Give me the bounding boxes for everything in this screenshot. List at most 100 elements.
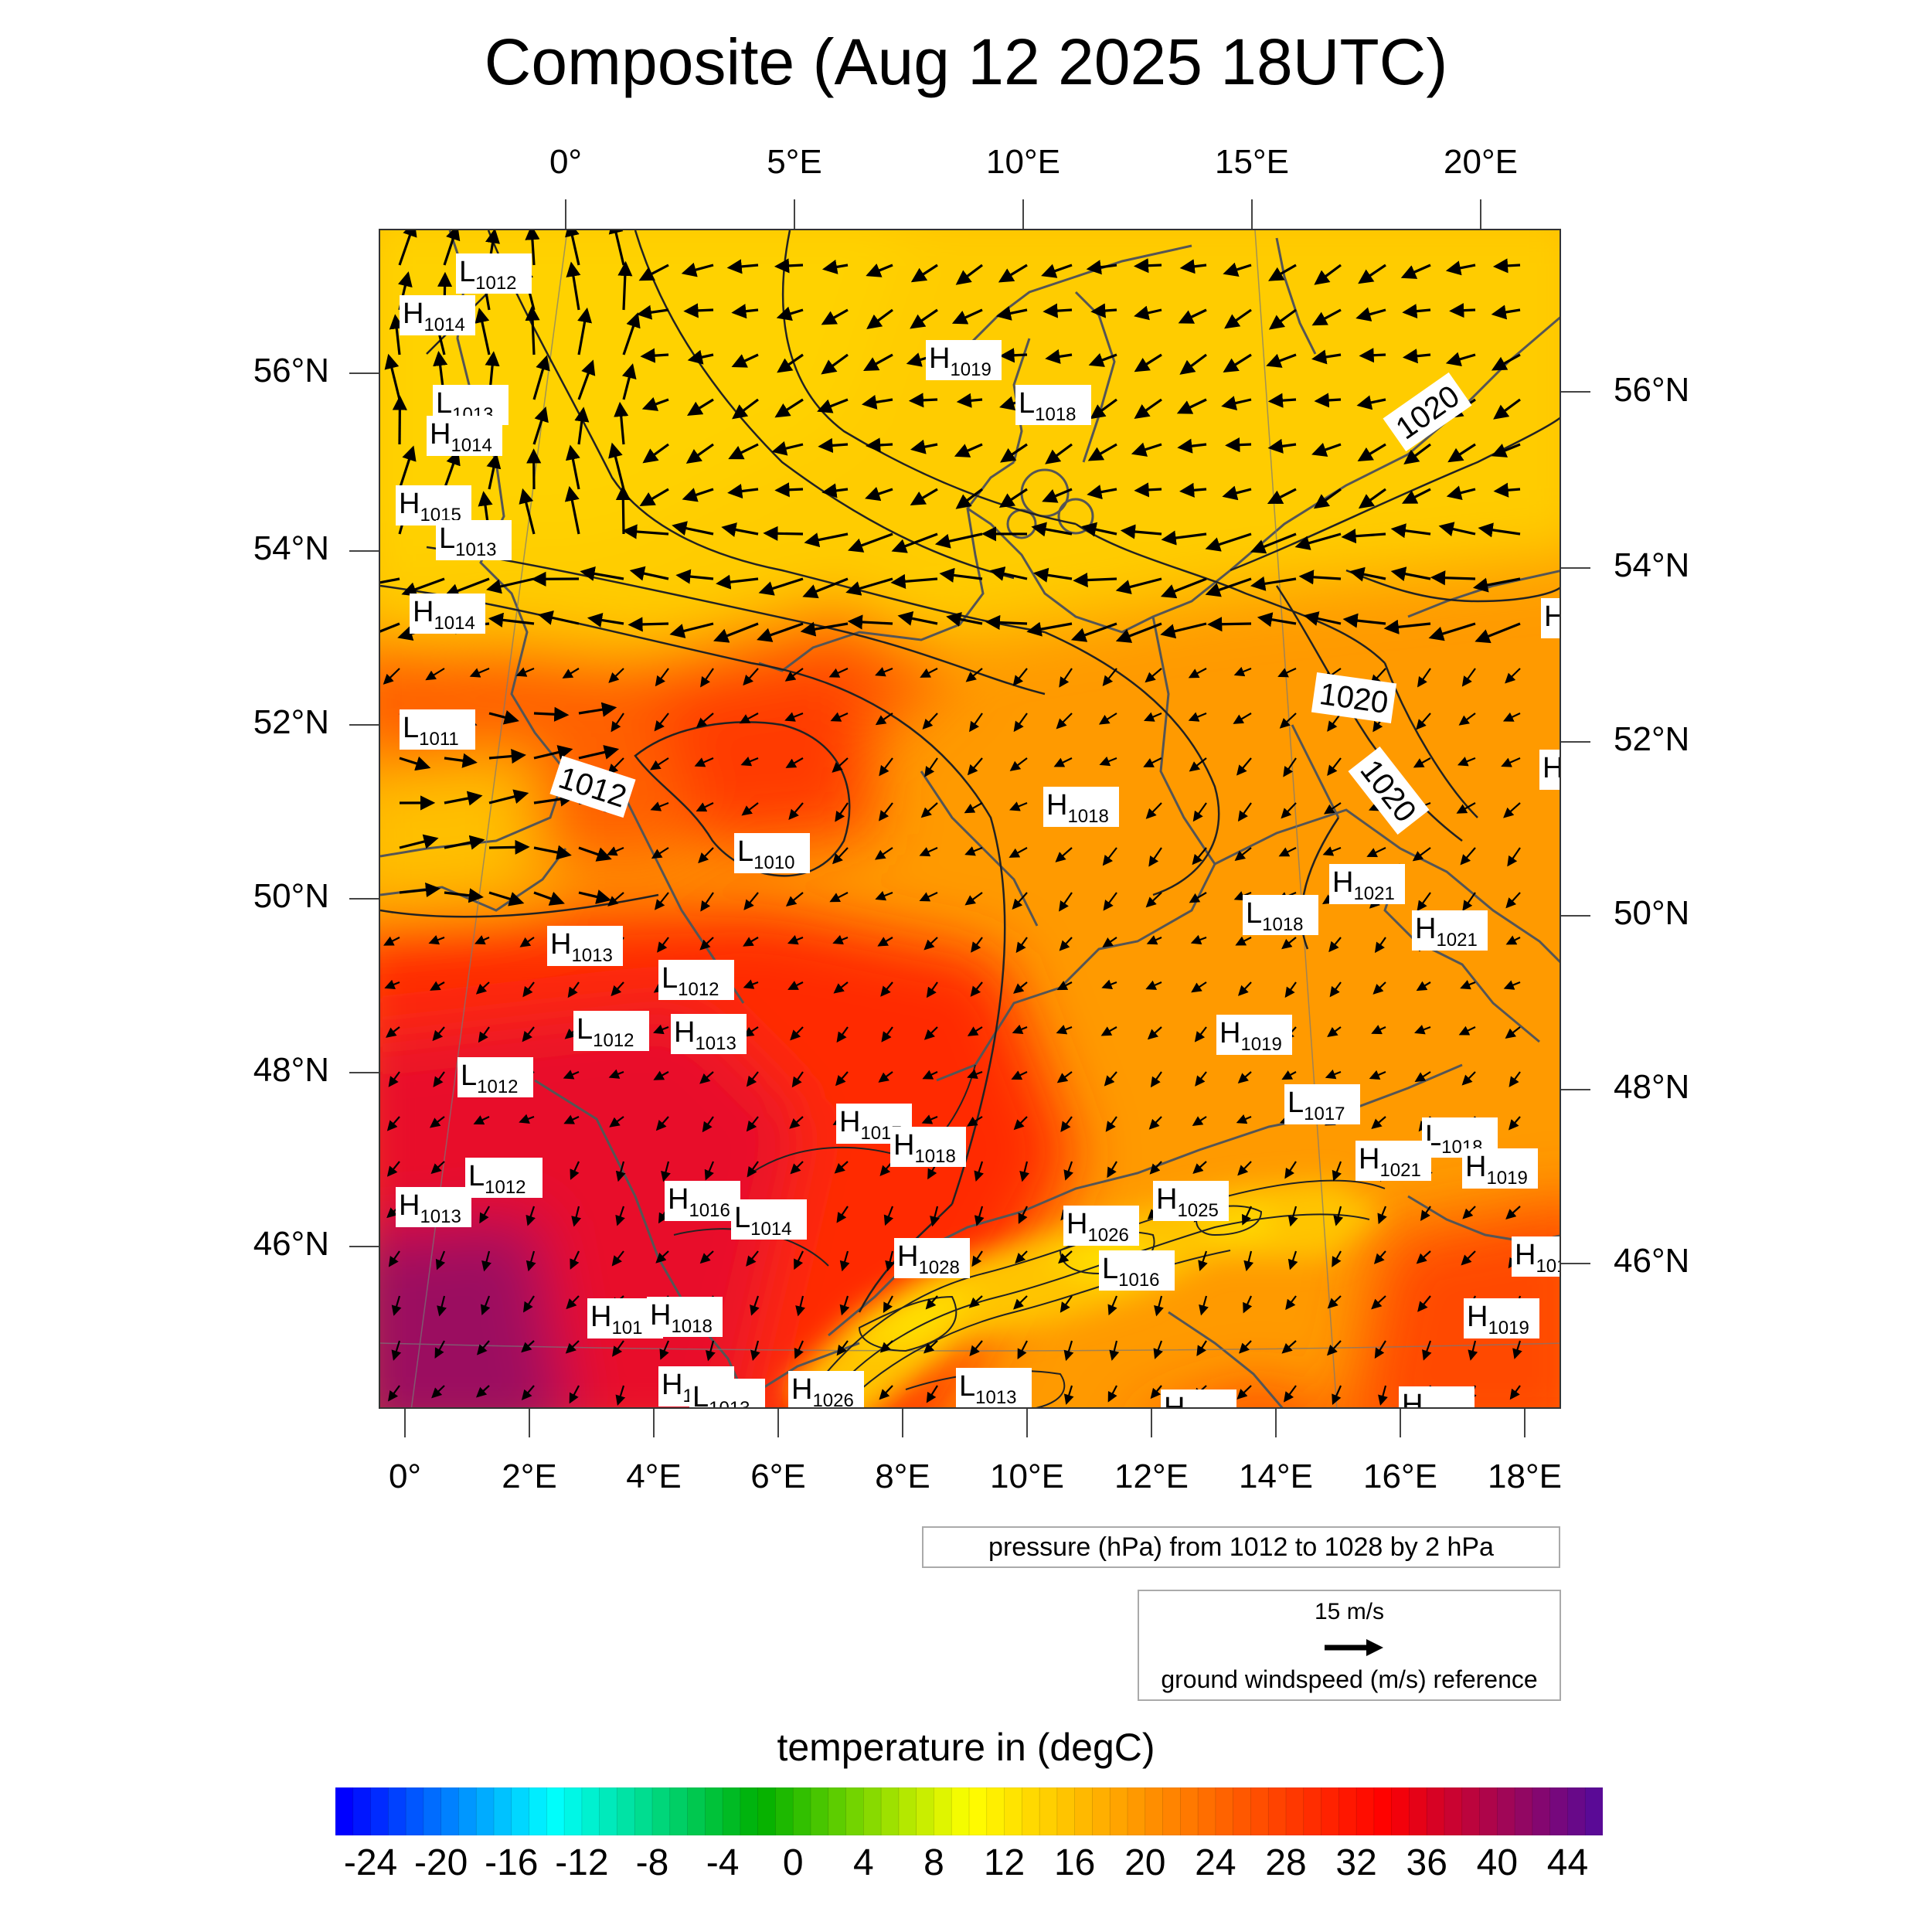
pressure-center-value: 1019 — [950, 359, 991, 380]
wind-arrow — [1342, 613, 1386, 628]
colorbar-swatch — [986, 1787, 1005, 1835]
wind-arrow — [1373, 1250, 1386, 1264]
wind-arrow — [774, 482, 804, 498]
pressure-center-label: H1014 — [400, 295, 475, 335]
wind-arrow — [429, 1116, 445, 1128]
pressure-center-value: 1013 — [420, 1206, 461, 1227]
wind-arrow — [1328, 937, 1342, 953]
wind-arrow — [885, 1250, 895, 1272]
pressure-center-type: H — [430, 418, 451, 451]
wind-arrow — [1472, 577, 1521, 593]
colorbar-tick-label: 44 — [1546, 1842, 1589, 1883]
wind-arrow — [566, 261, 581, 311]
colorbar-swatch — [599, 1787, 618, 1835]
wind-arrow — [1223, 353, 1252, 373]
pressure-center-value: 1021 — [1379, 1160, 1420, 1181]
wind-arrow — [476, 1340, 490, 1355]
wind-arrow — [614, 401, 629, 445]
pressure-center-label: H1013 — [671, 1014, 747, 1054]
wind-arrow — [538, 611, 580, 625]
left-lat-label: 56°N — [253, 352, 329, 389]
wind-arrow — [687, 349, 714, 365]
wind-arrow — [746, 1116, 759, 1132]
wind-arrow — [1109, 1340, 1120, 1361]
wind-arrow — [1456, 802, 1476, 814]
wind-arrow — [785, 757, 804, 768]
wind-arrow — [985, 614, 1028, 631]
left-lat-label: 46°N — [253, 1225, 329, 1263]
wind-arrow — [681, 262, 714, 277]
colorbar-swatch — [493, 1787, 512, 1835]
pressure-center-value: 1013 — [709, 1398, 750, 1409]
pressure-center-labels: L1012H1014L1013H1014H1015L1013H1014L1011… — [396, 253, 1560, 1409]
colorbar-swatch — [1074, 1787, 1094, 1835]
wind-arrow — [1294, 532, 1342, 550]
colorbar-swatch — [563, 1787, 583, 1835]
colorbar-swatch — [370, 1787, 389, 1835]
pressure-center-type: L — [1246, 897, 1262, 930]
wind-arrow — [1012, 892, 1028, 910]
wind-arrow — [1446, 485, 1476, 501]
pressure-center-label: H101 — [1512, 1236, 1560, 1277]
wind-arrow — [1145, 892, 1162, 908]
wind-arrow — [563, 1070, 580, 1080]
wind-arrow — [1355, 307, 1386, 321]
pressure-center-label: H1019 — [1399, 1386, 1475, 1407]
wind-arrow — [839, 1250, 850, 1272]
wind-arrow — [1107, 1385, 1117, 1403]
wind-arrow — [731, 353, 759, 368]
wind-arrow — [1222, 485, 1252, 501]
pressure-center-type: H — [650, 1299, 671, 1332]
pressure-center-value: 1016 — [1118, 1270, 1159, 1291]
wind-arrow — [969, 713, 983, 733]
colorbar-swatch — [405, 1787, 424, 1835]
colorbar-swatch — [546, 1787, 565, 1835]
bottom-lon-label: 18°E — [1488, 1458, 1562, 1495]
wind-arrow — [1195, 1071, 1207, 1087]
wind-arrow — [384, 353, 401, 400]
colorbar-swatch — [863, 1787, 882, 1835]
wind-arrow — [750, 1295, 760, 1316]
wind-arrow — [1205, 577, 1252, 597]
pressure-center-type: H — [1465, 1151, 1486, 1183]
pressure-center-value: 1021 — [1353, 883, 1394, 904]
wind-arrow — [1073, 572, 1117, 588]
wind-arrow — [763, 526, 804, 541]
wind-arrow — [1332, 1250, 1342, 1267]
colorbar-swatch — [440, 1787, 460, 1835]
wind-arrow — [1284, 981, 1297, 998]
wind-arrow — [1058, 1250, 1073, 1264]
pressure-center-label: H1014 — [427, 416, 502, 456]
wind-arrow — [910, 488, 938, 506]
wind-arrow — [1115, 622, 1162, 643]
wind-arrow — [865, 486, 893, 502]
wind-arrow — [655, 668, 669, 687]
wind-arrow — [955, 488, 983, 509]
wind-arrow — [1505, 892, 1521, 909]
wind-arrow — [1120, 524, 1162, 539]
wind-arrow — [998, 264, 1028, 283]
wind-arrow — [533, 706, 570, 722]
wind-arrow — [1287, 1206, 1298, 1227]
colorbar-swatch — [810, 1787, 829, 1835]
wind-arrow — [883, 1206, 894, 1226]
wind-arrow — [1189, 892, 1207, 903]
wind-arrow — [444, 577, 490, 598]
colorbar-swatch — [1514, 1787, 1533, 1835]
wind-arrow — [386, 1161, 400, 1177]
wind-arrow — [533, 891, 565, 906]
wind-arrow — [774, 398, 804, 418]
wind-arrow — [1161, 530, 1207, 546]
wind-arrow — [1502, 712, 1521, 722]
wind-arrow — [1098, 713, 1117, 725]
wind-arrow — [1205, 532, 1252, 552]
colorbar-swatch — [1549, 1787, 1569, 1835]
pressure-center-label: L1013 — [689, 1379, 765, 1409]
wind-arrow — [1100, 1026, 1117, 1036]
wind-arrow — [399, 834, 439, 849]
colorbar-swatch — [968, 1787, 988, 1835]
wind-arrow — [1081, 522, 1117, 537]
wind-arrow — [800, 621, 849, 637]
colorbar-swatch — [1233, 1787, 1252, 1835]
wind-arrow — [1143, 757, 1162, 767]
